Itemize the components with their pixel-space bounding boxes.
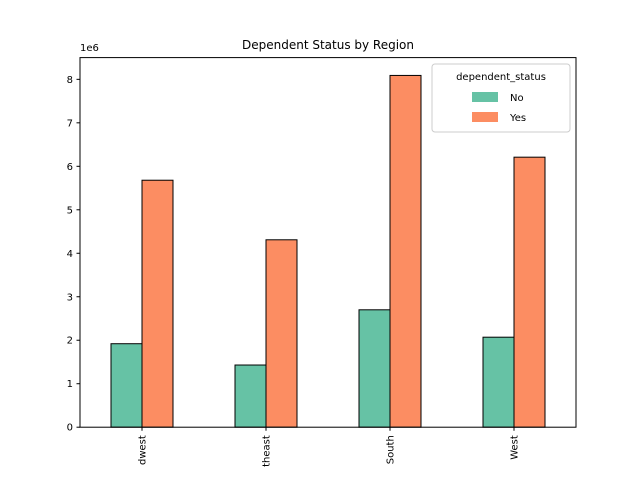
legend-box bbox=[431, 63, 571, 133]
y-tick-label: 7 bbox=[67, 118, 73, 129]
legend-swatch-no bbox=[472, 92, 498, 102]
y-tick-label: 1 bbox=[67, 379, 73, 390]
y-tick-label: 0 bbox=[67, 423, 73, 434]
bars-layer bbox=[110, 74, 546, 428]
legend-swatch-yes bbox=[472, 112, 498, 122]
legend-title: dependent_status bbox=[456, 72, 546, 83]
x-tick-label: West bbox=[510, 435, 521, 460]
y-tick-label: 6 bbox=[67, 162, 73, 173]
y-tick-label: 5 bbox=[67, 205, 73, 216]
x-axis: dwest theast South West bbox=[138, 427, 521, 467]
bar-no-0 bbox=[110, 343, 143, 428]
y-tick-label: 3 bbox=[67, 292, 73, 303]
legend-label-yes: Yes bbox=[509, 113, 526, 124]
plot-frame bbox=[79, 57, 577, 428]
y-offset-label: 1e6 bbox=[80, 43, 99, 54]
bar-yes-0 bbox=[141, 179, 174, 428]
legend: dependent_status No Yes bbox=[431, 63, 571, 133]
x-tick-label: South bbox=[386, 435, 397, 464]
bar-yes-2 bbox=[389, 74, 422, 428]
x-tick-label: dwest bbox=[138, 435, 149, 465]
bar-no-2 bbox=[358, 309, 391, 428]
legend-label-no: No bbox=[510, 93, 524, 104]
bar-no-1 bbox=[234, 364, 267, 428]
bar-no-3 bbox=[482, 336, 515, 428]
bar-yes-3 bbox=[513, 156, 546, 428]
y-axis: 0 1 2 3 4 5 6 7 8 bbox=[67, 75, 80, 434]
chart-title: Dependent Status by Region bbox=[242, 38, 414, 52]
y-tick-label: 2 bbox=[67, 336, 73, 347]
y-tick-label: 4 bbox=[67, 249, 73, 260]
y-tick-label: 8 bbox=[67, 75, 73, 86]
bar-yes-1 bbox=[265, 239, 298, 428]
x-tick-label: theast bbox=[262, 435, 273, 467]
